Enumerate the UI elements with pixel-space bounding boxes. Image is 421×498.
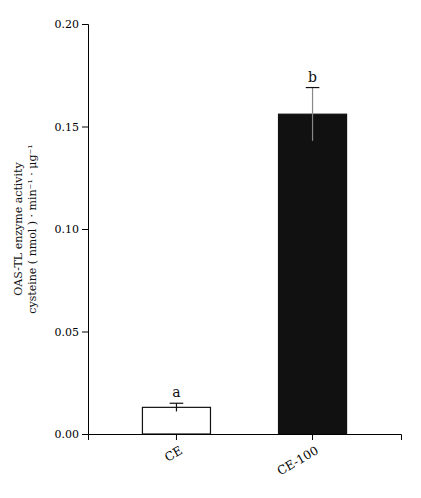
error-bar xyxy=(170,403,184,411)
x-tick-label: CE-100 xyxy=(275,443,321,478)
y-tick-label: 0.00 xyxy=(55,428,80,441)
y-tick-label: 0.05 xyxy=(55,326,80,339)
bar xyxy=(279,114,347,434)
significance-label: b xyxy=(308,69,317,85)
y-axis-title: OAS-TL enzyme activitycysteine ( nmol ) … xyxy=(12,144,39,313)
y-tick-label: 0.15 xyxy=(55,121,80,134)
x-axis: CE CE-100 xyxy=(89,434,402,478)
error-bar-stem xyxy=(312,88,313,141)
y-axis-title-line: OAS-TL enzyme activity xyxy=(12,162,25,296)
error-bar-stem xyxy=(176,403,177,411)
y-tick-label: 0.20 xyxy=(55,18,80,31)
annotations: ab xyxy=(172,69,317,401)
y-tick-mark xyxy=(82,229,88,230)
error-bar-cap xyxy=(170,403,184,404)
chart-container: ab0.000.050.100.150.20CECE-100OAS-TL enz… xyxy=(0,0,421,498)
y-tick-mark xyxy=(82,434,88,435)
y-tick: 0.20 xyxy=(55,18,89,31)
x-axis-line xyxy=(89,435,402,441)
significance-label: a xyxy=(172,384,180,400)
marks xyxy=(142,88,346,434)
y-axis-title-line: cysteine ( nmol ) · min⁻¹ · μg⁻¹ xyxy=(26,144,39,313)
x-tick: CE-100 xyxy=(275,434,321,478)
x-tick: CE xyxy=(162,434,185,465)
y-tick: 0.15 xyxy=(55,121,89,134)
y-axis-line xyxy=(82,25,89,435)
y-axis: 0.00 0.05 0.10 0.15 0.20 xyxy=(55,18,89,441)
y-tick: 0.00 xyxy=(55,428,89,441)
x-tick-mark xyxy=(312,434,313,440)
y-tick-mark xyxy=(82,332,88,333)
plot: ab0.000.050.100.150.20CECE-100 xyxy=(55,18,402,478)
x-tick-mark xyxy=(176,434,177,440)
error-bar-cap xyxy=(306,87,320,88)
chart-svg: ab0.000.050.100.150.20CECE-100OAS-TL enz… xyxy=(0,0,421,498)
page: {"chart_data": {"type": "bar", "categori… xyxy=(0,0,421,498)
y-tick: 0.05 xyxy=(55,326,89,339)
y-tick-mark xyxy=(82,24,88,25)
x-tick-label: CE xyxy=(162,443,185,464)
y-tick-mark xyxy=(82,127,88,128)
y-tick: 0.10 xyxy=(55,223,89,236)
error-bar xyxy=(306,88,320,141)
y-tick-label: 0.10 xyxy=(55,223,80,236)
